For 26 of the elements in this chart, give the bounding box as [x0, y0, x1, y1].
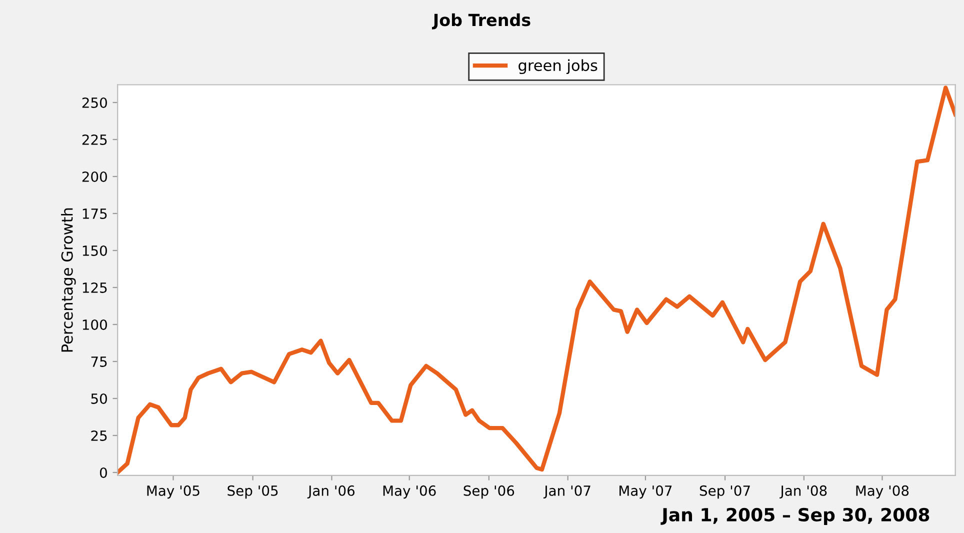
line-series	[118, 86, 956, 475]
legend-label: green jobs	[518, 59, 598, 74]
y-tick-label: 125	[82, 282, 107, 293]
x-tick-label: Sep '07	[700, 485, 750, 499]
y-tick-label: 100	[82, 319, 107, 330]
chart-title: Job Trends	[432, 13, 530, 30]
y-tick-label: 175	[82, 208, 107, 219]
x-tick-label: Jan '08	[780, 485, 827, 498]
y-tick-label: 25	[91, 430, 107, 441]
x-tick-label: Jan '07	[543, 485, 590, 498]
y-tick-label: 0	[100, 467, 107, 478]
x-tick-label: May '05	[147, 485, 200, 499]
x-tick-label: Jan '06	[307, 485, 355, 498]
x-tick-label: May '07	[620, 485, 672, 499]
y-tick-label: 225	[82, 134, 107, 145]
text: Jan 1, 2005 – Sep 30, 2008	[660, 508, 930, 526]
y-tick-label: 75	[91, 356, 107, 367]
y-tick-label: 50	[91, 393, 107, 404]
x-tick-label: May '06	[383, 485, 436, 499]
y-axis-title: Percentage Growth	[61, 208, 76, 352]
y-tick-label: 250	[82, 97, 107, 108]
y-tick-label: 200	[82, 171, 107, 182]
x-tick-label: Sep '05	[228, 485, 278, 499]
x-tick-label: May '08	[856, 485, 909, 499]
x-tick-label: Sep '06	[464, 485, 514, 499]
y-tick-label: 150	[82, 245, 107, 256]
